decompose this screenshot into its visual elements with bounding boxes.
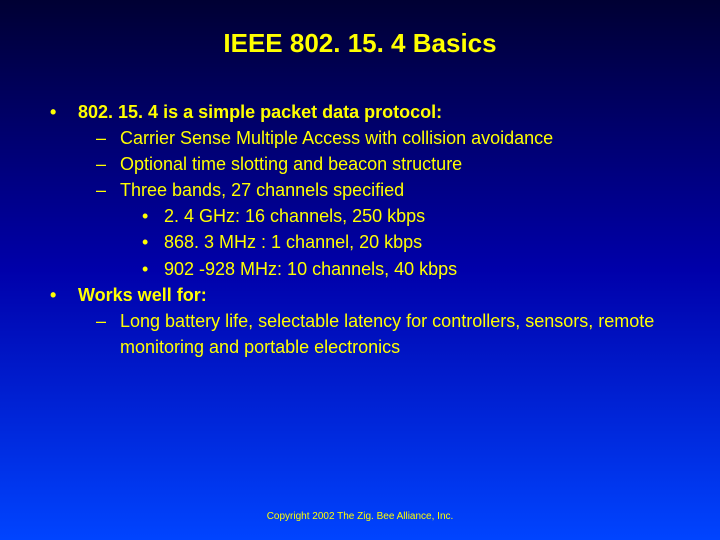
bullet-text: 802. 15. 4 is a simple packet data proto… xyxy=(78,99,442,125)
bullet-level3: • 2. 4 GHz: 16 channels, 250 kbps xyxy=(50,203,690,229)
bullet-mark: • xyxy=(142,203,164,229)
bullet-text: 868. 3 MHz : 1 channel, 20 kbps xyxy=(164,229,422,255)
bullet-level1: • 802. 15. 4 is a simple packet data pro… xyxy=(50,99,690,125)
bullet-mark: – xyxy=(96,125,120,151)
bullet-text: Carrier Sense Multiple Access with colli… xyxy=(120,125,553,151)
bullet-level2: – Carrier Sense Multiple Access with col… xyxy=(50,125,690,151)
bullet-level2: – Long battery life, selectable latency … xyxy=(50,308,690,360)
bullet-text: Optional time slotting and beacon struct… xyxy=(120,151,462,177)
bullet-text: 2. 4 GHz: 16 channels, 250 kbps xyxy=(164,203,425,229)
bullet-mark: • xyxy=(142,256,164,282)
bullet-level1: • Works well for: xyxy=(50,282,690,308)
bullet-mark: • xyxy=(142,229,164,255)
bullet-text: Three bands, 27 channels specified xyxy=(120,177,404,203)
copyright-footer: Copyright 2002 The Zig. Bee Alliance, In… xyxy=(0,511,720,522)
bullet-mark: – xyxy=(96,177,120,203)
bullet-text: Long battery life, selectable latency fo… xyxy=(120,308,690,360)
bullet-mark: • xyxy=(50,99,78,125)
bullet-level3: • 868. 3 MHz : 1 channel, 20 kbps xyxy=(50,229,690,255)
bullet-mark: – xyxy=(96,308,120,360)
slide-content: • 802. 15. 4 is a simple packet data pro… xyxy=(0,99,720,360)
bullet-text: Works well for: xyxy=(78,282,207,308)
bullet-level2: – Optional time slotting and beacon stru… xyxy=(50,151,690,177)
bullet-mark: – xyxy=(96,151,120,177)
bullet-level3: • 902 -928 MHz: 10 channels, 40 kbps xyxy=(50,256,690,282)
bullet-level2: – Three bands, 27 channels specified xyxy=(50,177,690,203)
slide-title: IEEE 802. 15. 4 Basics xyxy=(0,0,720,99)
bullet-text: 902 -928 MHz: 10 channels, 40 kbps xyxy=(164,256,457,282)
bullet-mark: • xyxy=(50,282,78,308)
